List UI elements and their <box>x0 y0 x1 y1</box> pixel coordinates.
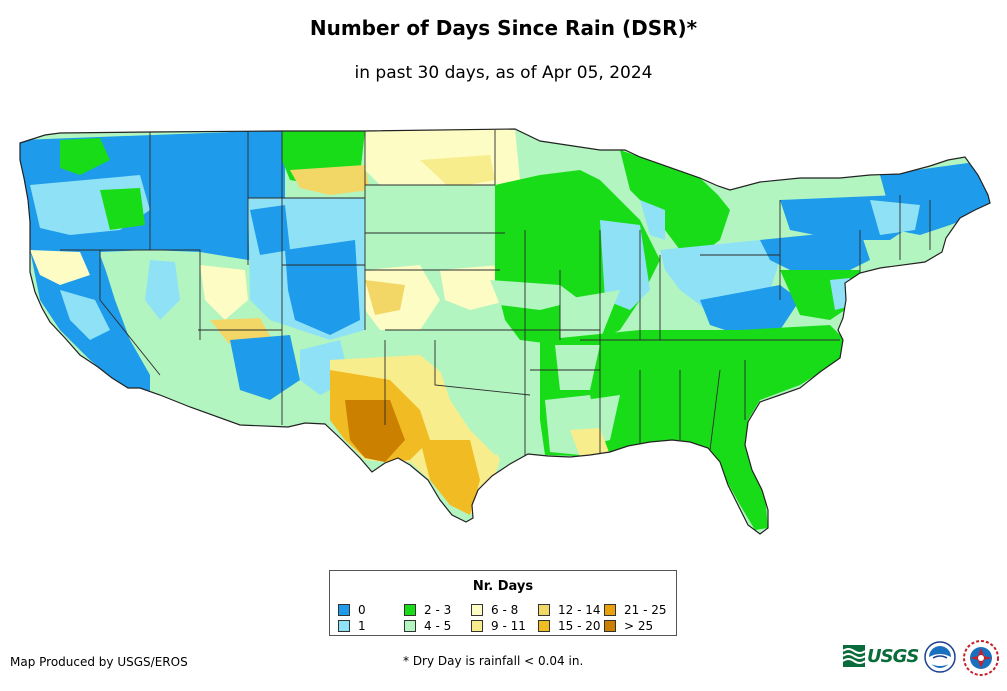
legend-label: 2 - 3 <box>424 603 452 617</box>
legend-item-6: 12 - 14 <box>538 603 601 617</box>
legend-label: 15 - 20 <box>558 619 601 633</box>
nws-seal-icon <box>963 640 999 676</box>
legend-swatch <box>604 620 616 632</box>
map-subtitle: in past 30 days, as of Apr 05, 2024 <box>354 63 653 83</box>
legend-label: 1 <box>358 619 366 633</box>
legend-swatch <box>538 604 550 616</box>
legend-swatch <box>338 604 350 616</box>
legend-swatch <box>404 620 416 632</box>
legend-item-0: 0 <box>338 603 366 617</box>
usgs-logo: USGS <box>843 642 919 670</box>
legend-item-1: 1 <box>338 619 366 633</box>
map-title: Number of Days Since Rain (DSR)* <box>309 16 698 40</box>
usgs-wave-icon <box>843 645 865 667</box>
legend-title: Nr. Days <box>472 579 534 594</box>
legend-item-5: 9 - 11 <box>471 619 526 633</box>
legend-label: > 25 <box>624 619 654 633</box>
legend-label: 12 - 14 <box>558 603 601 617</box>
legend-swatch <box>338 620 350 632</box>
legend-label: 6 - 8 <box>491 603 519 617</box>
legend-swatch <box>471 620 483 632</box>
legend-item-2: 2 - 3 <box>404 603 451 617</box>
legend-label: 21 - 25 <box>624 603 667 617</box>
legend-swatch <box>538 620 550 632</box>
noaa-seal-icon <box>924 641 956 673</box>
legend-item-4: 6 - 8 <box>471 603 518 617</box>
legend-swatch <box>404 604 416 616</box>
legend: Nr. Days 0 1 2 - 3 4 - 5 6 - 8 9 - 11 12… <box>329 570 677 636</box>
legend-label: 9 - 11 <box>491 619 526 633</box>
legend-item-3: 4 - 5 <box>404 619 451 633</box>
legend-item-9: > 25 <box>604 619 653 633</box>
map-credit: Map Produced by USGS/EROS <box>10 655 188 669</box>
legend-label: 0 <box>358 603 366 617</box>
legend-item-8: 21 - 25 <box>604 603 667 617</box>
usgs-logo-text: USGS <box>867 645 919 667</box>
legend-item-7: 15 - 20 <box>538 619 601 633</box>
us-days-since-rain-map <box>19 128 991 535</box>
dry-day-footnote: * Dry Day is rainfall < 0.04 in. <box>403 654 584 668</box>
legend-swatch <box>471 604 483 616</box>
legend-swatch <box>604 604 616 616</box>
legend-label: 4 - 5 <box>424 619 452 633</box>
